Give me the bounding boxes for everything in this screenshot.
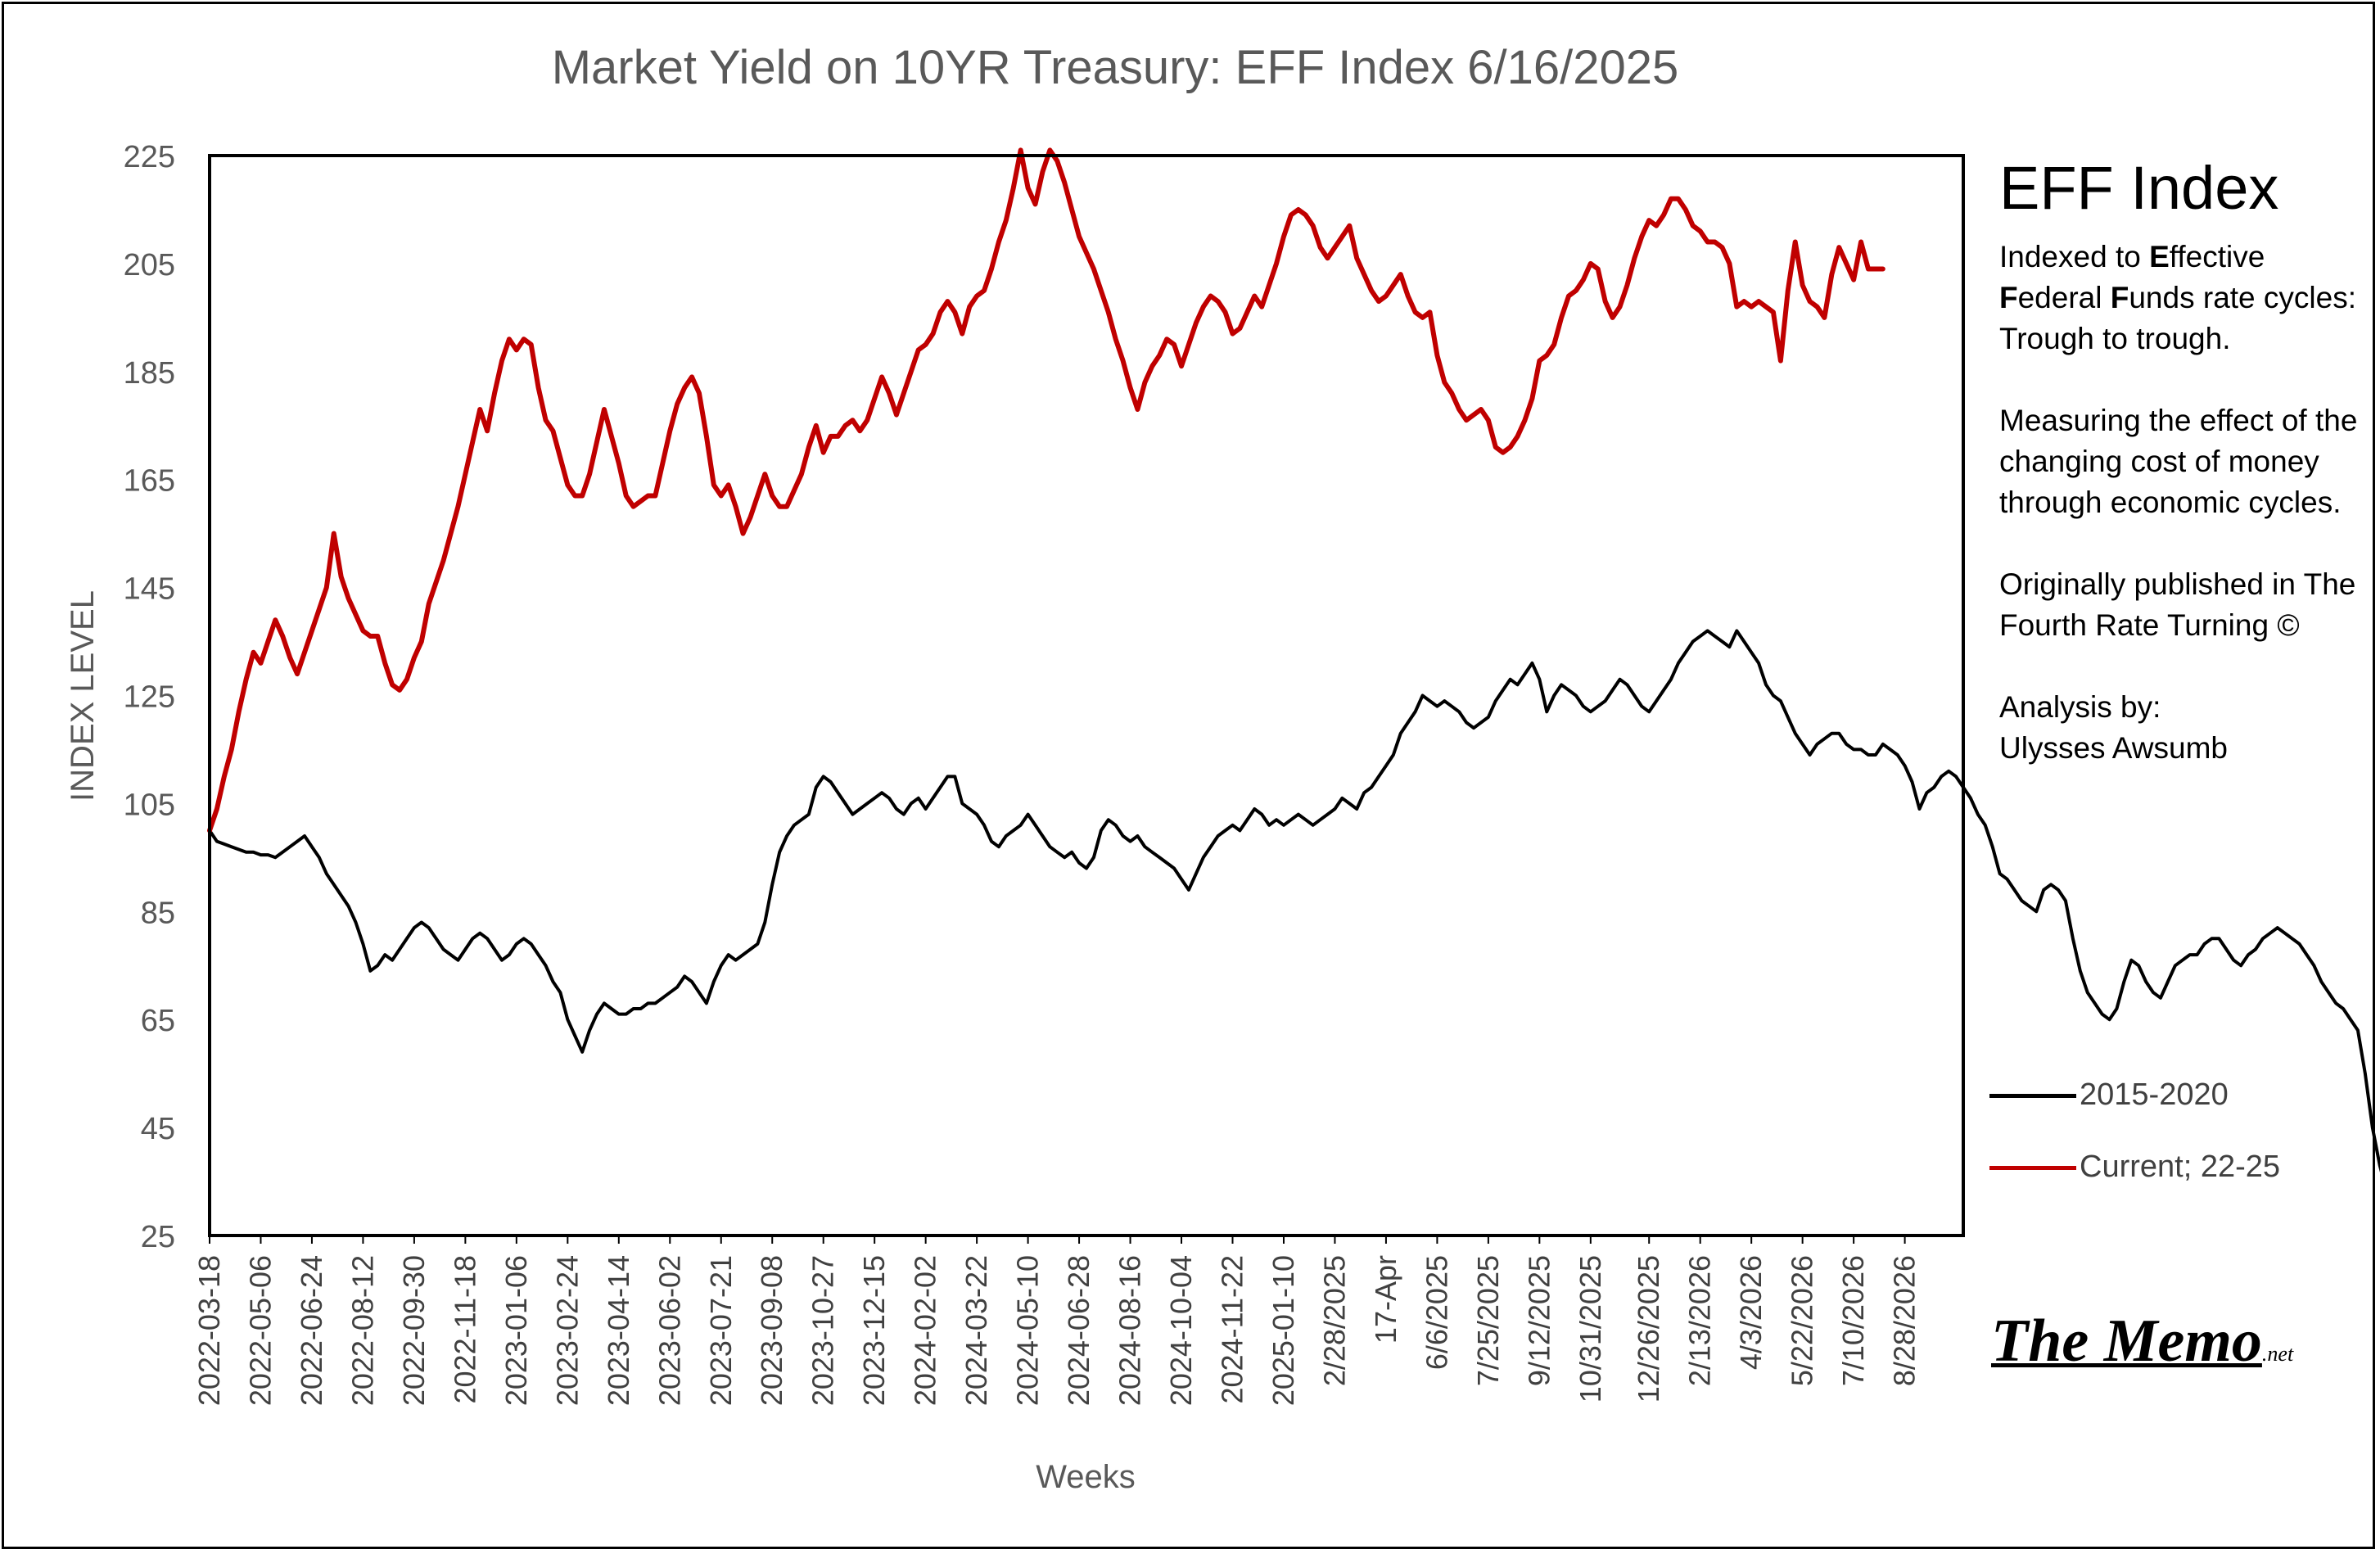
x-tick-label: 2024-02-02 <box>909 1255 942 1406</box>
x-tick-label: 8/28/2026 <box>1888 1255 1922 1386</box>
sidebar-author: Analysis by: Ulysses Awsumb <box>1999 690 2228 765</box>
x-tick-label: 2024-11-22 <box>1216 1255 1249 1403</box>
legend-swatch-red <box>1989 1166 2076 1170</box>
definition-bold-f2: F <box>2110 281 2129 314</box>
legend-label-2015-2020: 2015-2020 <box>2080 1077 2229 1112</box>
sidebar-title: EFF Index <box>1999 154 2279 222</box>
logo-suffix: .net <box>2261 1342 2294 1366</box>
definition-bold-e: E <box>2149 240 2170 273</box>
x-tick-label: 2024-03-22 <box>960 1255 993 1406</box>
definition-lead: Indexed to <box>1999 240 2150 273</box>
x-tick-label: 2022-05-06 <box>243 1255 277 1406</box>
x-tick-label: 2023-09-08 <box>755 1255 788 1406</box>
y-tick-label: 125 <box>124 680 175 715</box>
series-line-current <box>207 147 1885 833</box>
y-tick-label: 185 <box>124 356 175 391</box>
sidebar-publication: Originally published in The Fourth Rate … <box>1999 567 2356 642</box>
y-tick-label: 205 <box>124 248 175 282</box>
y-axis-label: INDEX LEVEL <box>65 590 101 802</box>
sidebar-description: EFF Index Indexed to Effective Federal F… <box>1999 151 2360 810</box>
x-tick-label: 2023-01-06 <box>499 1255 533 1406</box>
x-tick-label: 2023-10-27 <box>806 1255 840 1406</box>
y-tick-label: 165 <box>124 464 175 499</box>
y-tick-label: 65 <box>141 1004 175 1038</box>
x-tick-label: 2022-08-12 <box>345 1255 379 1406</box>
y-tick-label: 105 <box>124 788 175 822</box>
x-tick-label: 4/3/2026 <box>1734 1255 1768 1370</box>
y-tick-label: 225 <box>124 140 175 174</box>
x-tick-label: 2022-11-18 <box>448 1255 481 1403</box>
x-tick-label: 9/12/2025 <box>1522 1255 1556 1386</box>
x-tick-label: 2/13/2026 <box>1683 1255 1717 1386</box>
x-tick-label: 10/31/2025 <box>1574 1255 1607 1403</box>
x-tick-label: 2024-08-16 <box>1113 1255 1147 1406</box>
y-tick-label: 25 <box>141 1220 175 1254</box>
x-tick-label: 7/25/2025 <box>1471 1255 1505 1386</box>
sidebar-purpose: Measuring the effect of the changing cos… <box>1999 404 2358 519</box>
definition-part-3: unds rate cycles: Trough to trough. <box>1999 281 2356 355</box>
x-tick-label: 2023-07-21 <box>704 1255 738 1406</box>
legend-label-current: Current; 22-25 <box>2080 1150 2281 1184</box>
legend-swatch-black <box>1989 1094 2076 1098</box>
x-tick-label: 2023-04-14 <box>602 1255 635 1406</box>
sidebar-definition: Indexed to Effective Federal Funds rate … <box>1999 237 2360 359</box>
definition-part-2: ederal <box>2017 281 2111 314</box>
plot-area <box>208 154 1965 1237</box>
x-tick-label: 7/10/2026 <box>1836 1255 1870 1386</box>
x-tick-label: 2024-06-28 <box>1062 1255 1095 1406</box>
x-tick-label: 2023-02-24 <box>550 1255 584 1406</box>
x-tick-label: 2025-01-10 <box>1267 1255 1300 1406</box>
x-tick-label: 2023-06-02 <box>653 1255 686 1406</box>
x-tick-label: 5/22/2026 <box>1786 1255 1819 1386</box>
x-tick-label: 2024-05-10 <box>1011 1255 1045 1406</box>
logo-main-text: The Memo <box>1991 1308 2262 1375</box>
definition-bold-f1: F <box>1999 281 2018 314</box>
legend-item-2015-2020: 2015-2020 <box>1989 1074 2366 1115</box>
y-tick-label: 85 <box>141 896 175 930</box>
x-tick-label: 2022-03-18 <box>192 1255 226 1406</box>
x-tick-label: 2024-10-04 <box>1164 1255 1198 1406</box>
x-axis-label: Weeks <box>1036 1459 1136 1495</box>
legend-item-current: Current; 22-25 <box>1989 1146 2366 1187</box>
x-tick-label: 2023-12-15 <box>857 1255 891 1406</box>
y-tick-label: 45 <box>141 1112 175 1146</box>
x-tick-label: 2022-06-24 <box>295 1255 328 1406</box>
definition-part-1: ffective <box>2169 240 2265 273</box>
x-tick-label: 2022-09-30 <box>397 1255 431 1406</box>
x-tick-label: 2/28/2025 <box>1317 1255 1351 1386</box>
chart-title: Market Yield on 10YR Treasury: EFF Index… <box>552 41 1679 94</box>
x-tick-label: 17-Apr <box>1369 1255 1402 1344</box>
the-memo-logo: The Memo.net <box>1991 1307 2293 1376</box>
x-tick-label: 6/6/2025 <box>1420 1255 1453 1370</box>
series-line-2015-2020 <box>208 629 2380 1172</box>
y-tick-label: 145 <box>124 572 175 607</box>
x-tick-label: 12/26/2025 <box>1632 1255 1665 1403</box>
